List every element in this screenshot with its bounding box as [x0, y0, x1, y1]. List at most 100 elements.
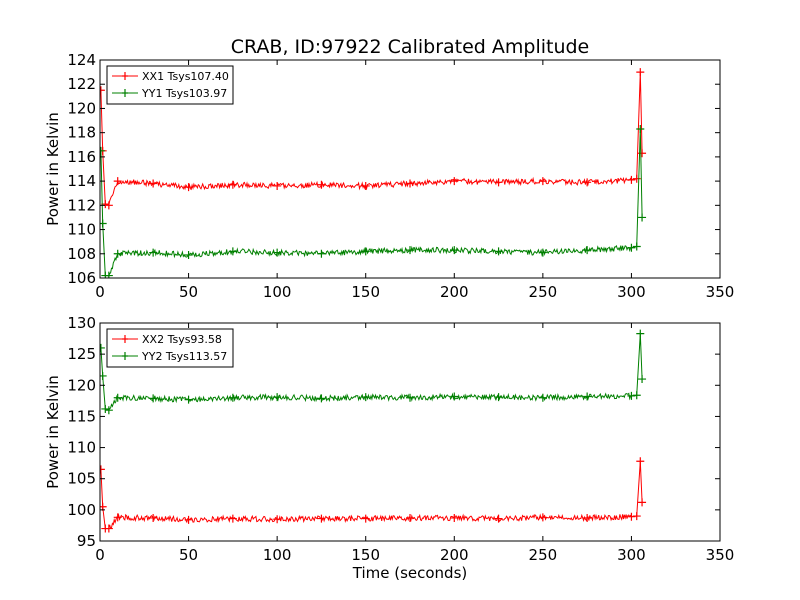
data-point: [100, 371, 107, 380]
data-point: [184, 183, 193, 192]
y-tick-label: 125: [67, 345, 96, 363]
data-point: [494, 514, 503, 523]
data-point: [273, 181, 282, 190]
legend-entry: XX1 Tsys107.40: [142, 70, 229, 83]
legend-box: [106, 65, 234, 105]
data-point: [406, 513, 414, 522]
data-point: [100, 146, 105, 155]
data-point: [450, 392, 459, 401]
data-point: [538, 393, 547, 402]
data-point: [149, 394, 158, 403]
y-tick-label: 120: [67, 99, 96, 117]
data-point: [100, 465, 105, 474]
data-point: [583, 392, 592, 401]
data-point: [184, 515, 193, 524]
data-point: [317, 394, 326, 403]
x-tick-label: 250: [529, 283, 558, 301]
legend: XX1 Tsys107.40 YY1 Tsys103.97: [106, 65, 234, 105]
data-point: [627, 391, 636, 400]
data-point: [406, 393, 414, 402]
data-point: [494, 247, 503, 256]
y-tick-label: 120: [67, 376, 96, 394]
data-point: [361, 181, 370, 190]
y-tick-label: 122: [67, 75, 96, 93]
x-tick-label: 300: [617, 283, 646, 301]
data-point: [149, 513, 158, 522]
x-tick-label: 300: [617, 546, 646, 564]
data-point: [149, 248, 158, 257]
y-tick-label: 114: [67, 172, 96, 190]
data-point: [104, 201, 113, 210]
data-point: [273, 393, 282, 402]
legend-marker: [122, 89, 128, 97]
series-line-1: [100, 72, 643, 206]
data-point: [149, 179, 158, 188]
legend-marker: [122, 72, 128, 80]
data-point: [583, 246, 592, 255]
series-line-1: [100, 461, 643, 529]
data-point: [632, 391, 641, 400]
data-point: [113, 249, 122, 258]
data-point: [317, 249, 326, 258]
data-point: [113, 393, 122, 402]
series-line-2: [100, 128, 643, 277]
legend-box: [106, 328, 234, 368]
x-tick-label: 0: [95, 283, 105, 301]
data-point: [228, 393, 237, 402]
y-tick-label: 124: [67, 51, 96, 69]
y-tick-label: 118: [67, 124, 96, 142]
data-point: [228, 180, 237, 189]
data-point: [636, 125, 645, 134]
data-point: [638, 498, 647, 507]
data-point: [538, 513, 547, 522]
data-point: [494, 393, 503, 402]
data-point: [638, 375, 647, 384]
plot-frame: [99, 59, 721, 279]
data-point: [406, 179, 414, 188]
y-tick-label: 116: [67, 148, 96, 166]
data-point: [104, 406, 113, 415]
data-point: [317, 514, 326, 523]
data-point: [450, 246, 459, 255]
chart-panel-1: 0 50 100 150 200 250 300 350 106 108 110 112 114 116 1…: [44, 51, 734, 301]
legend-entry: YY2 Tsys113.57: [141, 350, 227, 363]
chart-title: CRAB, ID:97922 Calibrated Amplitude: [231, 36, 590, 58]
data-point: [627, 512, 636, 521]
data-point: [632, 174, 641, 183]
data-point: [538, 248, 547, 257]
legend-entry: XX2 Tsys93.58: [142, 333, 222, 346]
data-point: [317, 180, 326, 189]
x-tick-label: 50: [179, 283, 198, 301]
y-tick-label: 108: [67, 245, 96, 263]
x-tick-label: 50: [179, 546, 198, 564]
x-tick-label: 350: [706, 546, 735, 564]
data-point: [583, 178, 592, 187]
data-point: [113, 513, 122, 522]
data-point: [632, 512, 641, 521]
x-tick-label: 0: [95, 546, 105, 564]
data-point: [494, 178, 503, 187]
data-point: [583, 513, 592, 522]
data-point: [361, 514, 370, 523]
legend: XX2 Tsys93.58 YY2 Tsys113.57: [106, 328, 234, 368]
data-point: [100, 343, 105, 352]
y-tick-label: 105: [67, 470, 96, 488]
data-point: [627, 175, 636, 184]
x-tick-label: 200: [440, 283, 469, 301]
data-point: [104, 524, 113, 533]
x-tick-label: 150: [351, 546, 380, 564]
data-point: [273, 515, 282, 524]
data-point: [450, 513, 459, 522]
y-tick-label: 115: [67, 407, 96, 425]
y-tick-label: 110: [67, 221, 96, 239]
data-point: [273, 248, 282, 257]
x-tick-label: 100: [263, 283, 292, 301]
data-point: [450, 177, 459, 186]
data-point: [406, 246, 414, 255]
chart-panel-2: 0 50 100 150 200 250 300 350 95 100 105 110 115 120 12…: [44, 314, 734, 564]
x-tick-label: 150: [351, 283, 380, 301]
data-point: [101, 404, 110, 413]
data-point: [627, 243, 636, 252]
y-tick-label: 110: [67, 439, 96, 457]
